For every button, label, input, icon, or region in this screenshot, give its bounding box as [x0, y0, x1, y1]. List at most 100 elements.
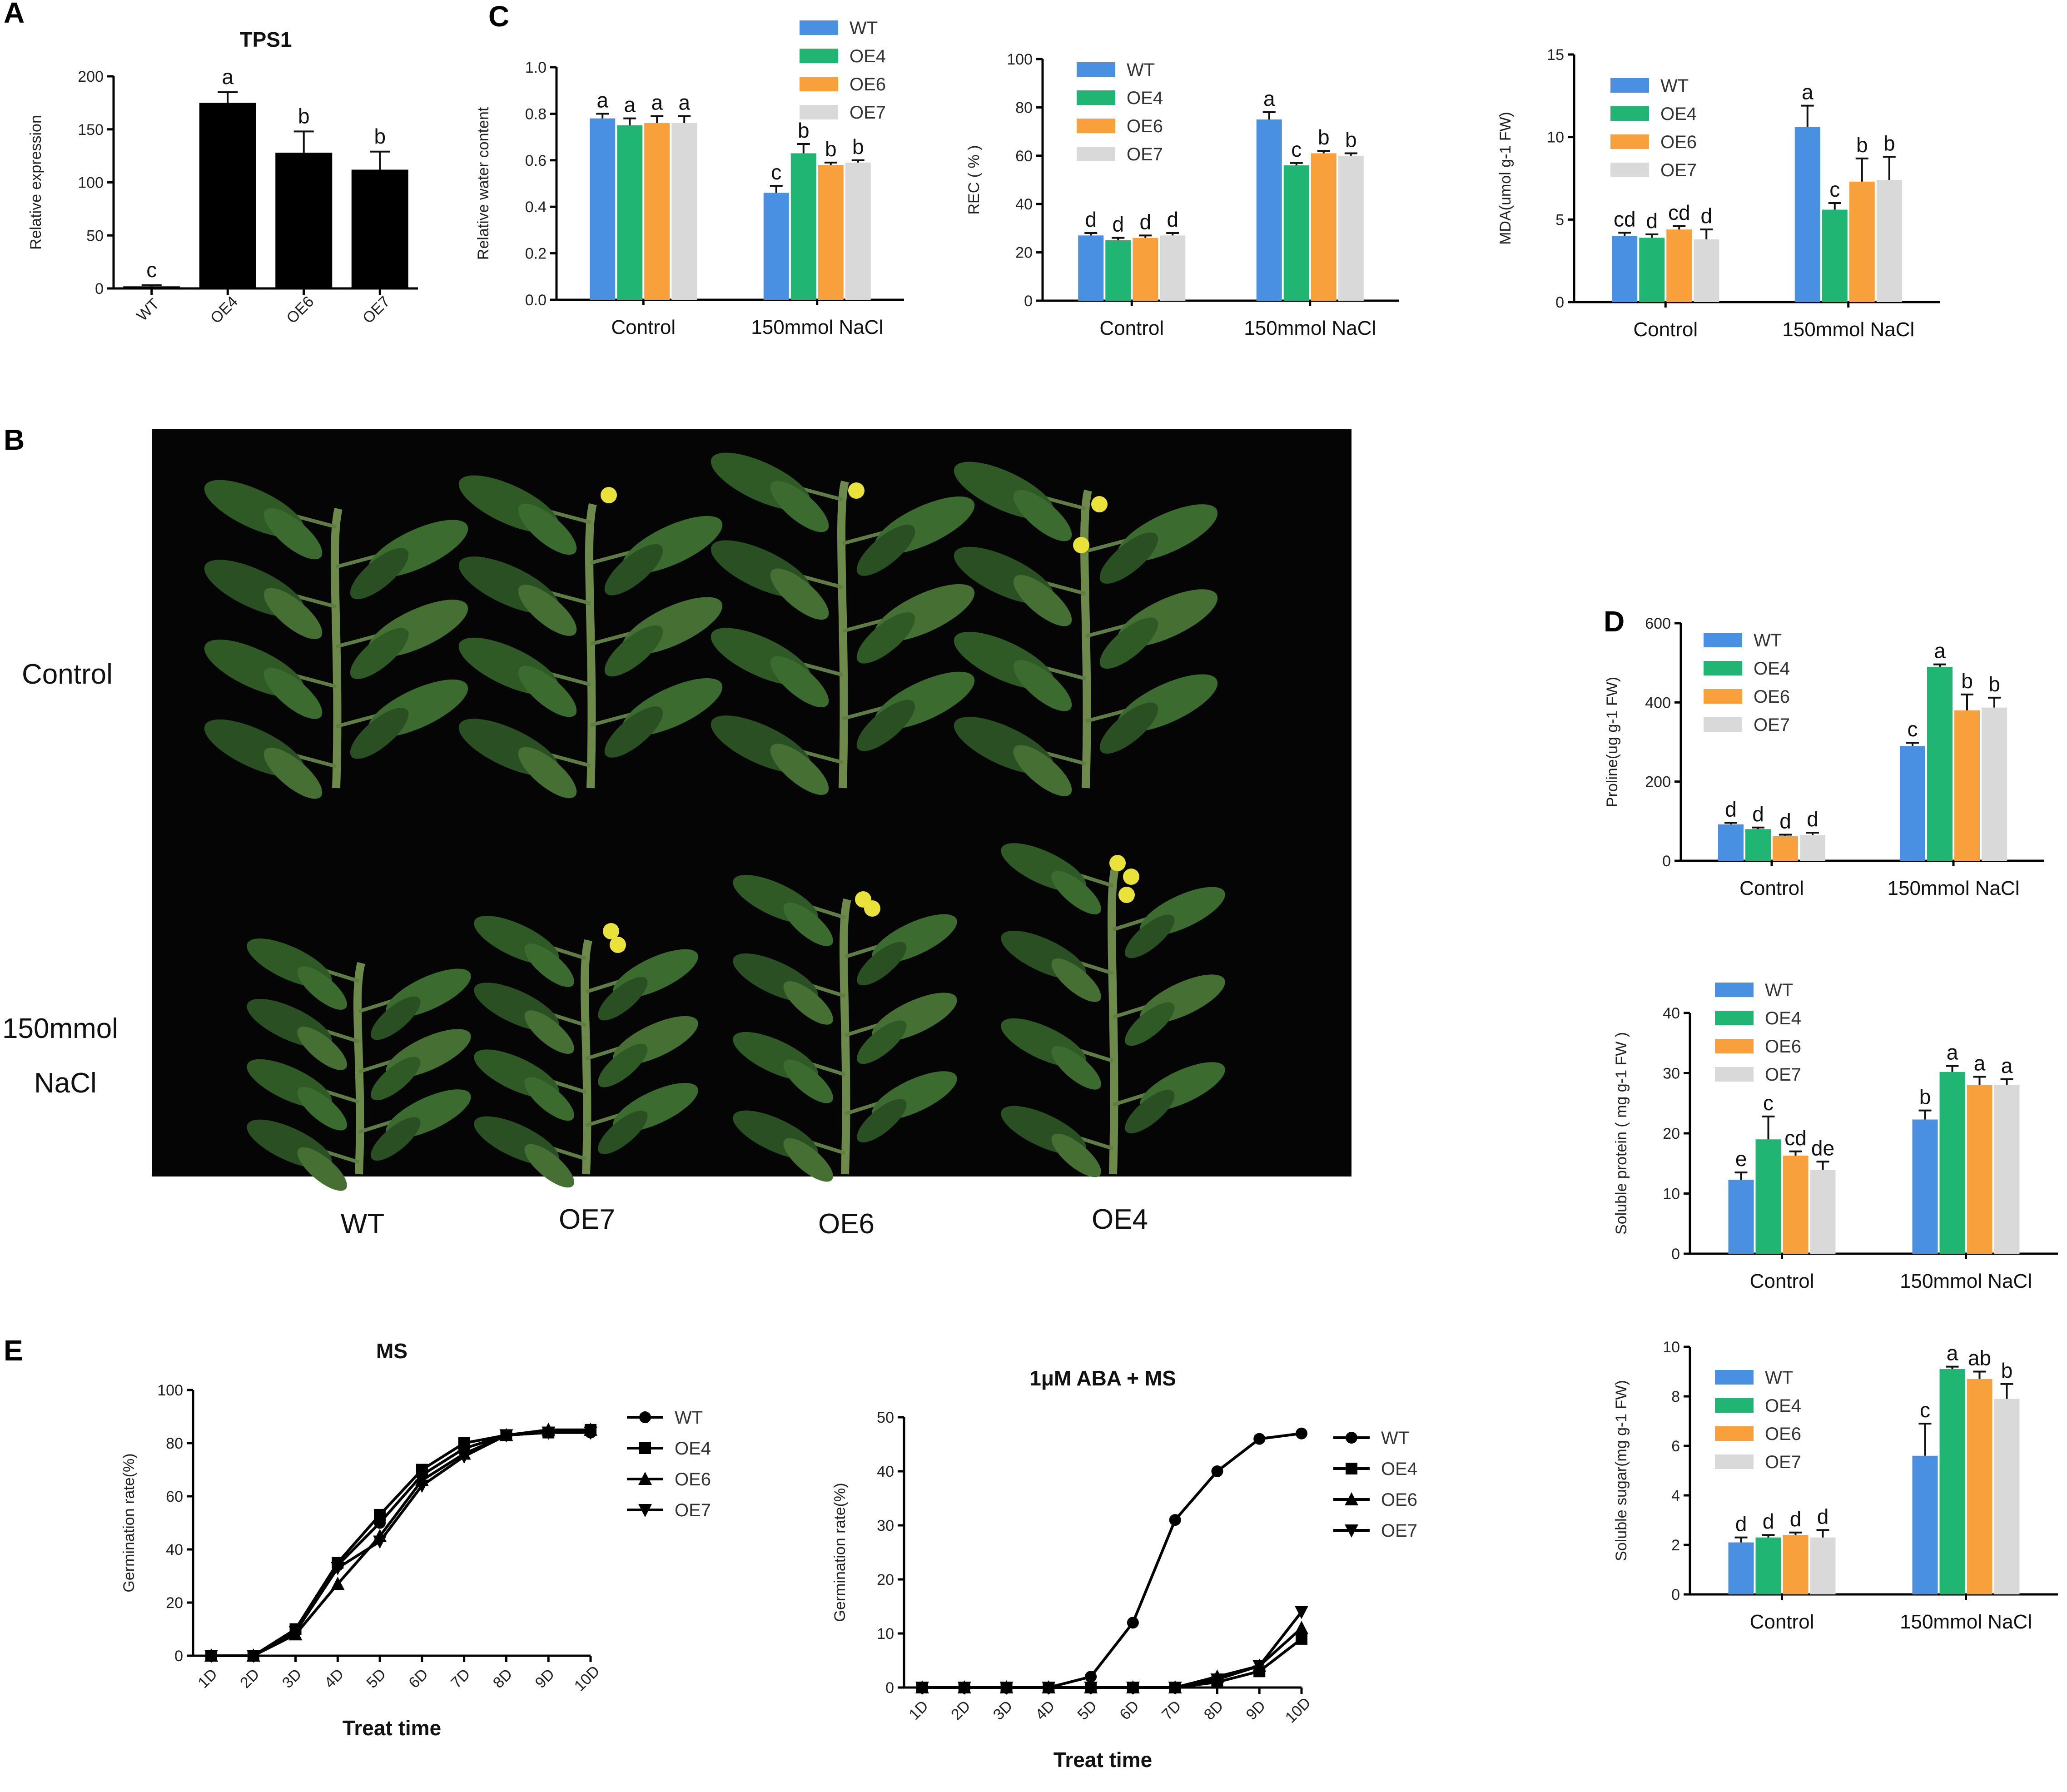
legend-label: OE6	[1765, 1424, 1801, 1444]
bar-wt	[1078, 235, 1104, 301]
chart-relative-water-content: 0.0 0.2 0.4 0.6 0.8 1.0 Relative water content…	[475, 18, 904, 338]
significance-letter: d	[1763, 1509, 1774, 1533]
c1-y-axis-label: Relative water content	[475, 107, 492, 260]
marker-circle	[1253, 1433, 1266, 1445]
bar-oe4	[1939, 1369, 1965, 1594]
significance-letter: a	[1802, 80, 1814, 104]
plant-leaf	[371, 1117, 421, 1161]
x-category-label: Control	[611, 316, 676, 338]
significance-letter: b	[798, 119, 810, 142]
bar-wt	[590, 118, 616, 300]
plant-stem	[585, 503, 597, 789]
marker-triangle	[331, 1577, 345, 1590]
legend-label: OE7	[1381, 1521, 1417, 1541]
chart-germination-aba: 1μM ABA + MS 0 10 20 30 40 50 Germination rate(…	[831, 1366, 1417, 1772]
x-tick-label: 6D	[405, 1665, 432, 1692]
bar-oe6	[1967, 1379, 1992, 1594]
marker-triangle-down	[1126, 1682, 1140, 1695]
plant-leaf	[524, 943, 574, 987]
d3-y-tick-label: 10	[1663, 1339, 1680, 1356]
c2-y-tick-label: 80	[1015, 99, 1033, 116]
bar	[275, 153, 333, 288]
plant-leaf	[518, 503, 577, 555]
e1-y-tick-label: 0	[174, 1648, 183, 1665]
chart-germination-ms: MS 0 20 40 60 80 100 Germination rate(%) 1D 2D 3D 4…	[120, 1339, 711, 1740]
plant-leaf	[783, 903, 833, 946]
x-category-label: 150mmol NaCl	[1900, 1611, 2032, 1633]
series-line-wt	[211, 1431, 591, 1657]
bar-oe7	[1982, 707, 2007, 861]
bar	[351, 169, 408, 288]
significance-letter: a	[1947, 1341, 1958, 1365]
bar-wt	[1728, 1542, 1754, 1594]
significance-letter: a	[651, 91, 663, 114]
column-label-wt: WT	[341, 1208, 384, 1240]
plant-stem	[840, 898, 851, 1175]
legend-label: WT	[1765, 1368, 1793, 1388]
bar-wt	[1612, 236, 1638, 302]
bar	[123, 286, 180, 288]
legend-label: OE4	[1765, 1008, 1801, 1028]
d3-y-tick-label: 8	[1671, 1388, 1680, 1405]
marker-triangle-down	[1042, 1682, 1056, 1695]
e1-y-tick-label: 60	[166, 1488, 183, 1505]
bar-oe6	[818, 165, 844, 300]
plant-leaf	[518, 665, 577, 717]
legend-label: OE7	[1127, 144, 1163, 164]
marker-triangle-down	[1295, 1606, 1308, 1619]
plant-leaf	[1051, 871, 1101, 914]
significance-letter: b	[1883, 131, 1895, 155]
plant-photo	[152, 429, 1352, 1191]
column-label-oe4: OE4	[1092, 1204, 1148, 1235]
legend-label: OE6	[1660, 132, 1697, 152]
significance-letter: d	[1817, 1504, 1829, 1528]
x-tick-label: 9D	[1243, 1697, 1269, 1723]
marker-triangle-down	[415, 1479, 429, 1493]
significance-letter: b	[1345, 128, 1357, 151]
x-tick-label: 10D	[1282, 1694, 1314, 1727]
x-category-label: Control	[1739, 877, 1804, 899]
marker-triangle-down	[1252, 1660, 1267, 1673]
d1-y-tick-label: 600	[1645, 615, 1671, 632]
legend-swatch-oe6	[1610, 134, 1649, 149]
significance-letter: b	[825, 137, 837, 161]
bar-oe4	[617, 125, 643, 300]
legend-swatch-oe7	[800, 105, 838, 119]
marker-triangle	[1345, 1492, 1358, 1505]
plant-leaf	[1013, 660, 1072, 711]
plant-leaf	[783, 1059, 833, 1103]
marker-square	[1346, 1463, 1357, 1474]
plant-leaf	[857, 1099, 907, 1143]
plant-leaf	[770, 744, 829, 795]
marker-triangle-down	[638, 1504, 652, 1517]
bar-oe7	[1876, 180, 1902, 302]
legend-swatch-oe7	[1715, 1454, 1754, 1469]
a-y-tick-label: 50	[86, 227, 104, 244]
bar-wt	[1718, 824, 1744, 861]
e2-y-tick-label: 10	[877, 1625, 894, 1643]
marker-square	[374, 1509, 386, 1521]
legend-swatch-oe4	[1715, 1398, 1754, 1413]
significance-letter: d	[1700, 204, 1712, 228]
significance-letter: d	[1752, 802, 1764, 826]
d1-y-axis-label: Proline(ug g-1 FW)	[1604, 677, 1621, 807]
marker-triangle-down	[457, 1450, 471, 1464]
plant-stem	[353, 962, 365, 1175]
marker-circle	[639, 1411, 651, 1423]
x-category-label: 150mmol NaCl	[751, 316, 883, 338]
bar-oe4	[1755, 1139, 1781, 1254]
c1-y-tick-label: 0.6	[525, 152, 547, 169]
legend-swatch-wt	[1077, 62, 1115, 77]
plant-leaf	[783, 1138, 833, 1182]
significance-letter: de	[1811, 1136, 1834, 1160]
significance-letter: d	[1646, 209, 1658, 233]
legend-label: OE6	[1754, 687, 1790, 707]
d2-y-tick-label: 20	[1663, 1125, 1680, 1142]
x-tick-label: 1D	[905, 1697, 932, 1723]
d3-y-tick-label: 6	[1671, 1438, 1680, 1455]
legend-swatch-oe6	[1715, 1039, 1754, 1053]
significance-letter: ab	[1968, 1346, 1991, 1370]
plant-leaf	[350, 548, 409, 600]
bar-oe6	[1967, 1085, 1992, 1254]
